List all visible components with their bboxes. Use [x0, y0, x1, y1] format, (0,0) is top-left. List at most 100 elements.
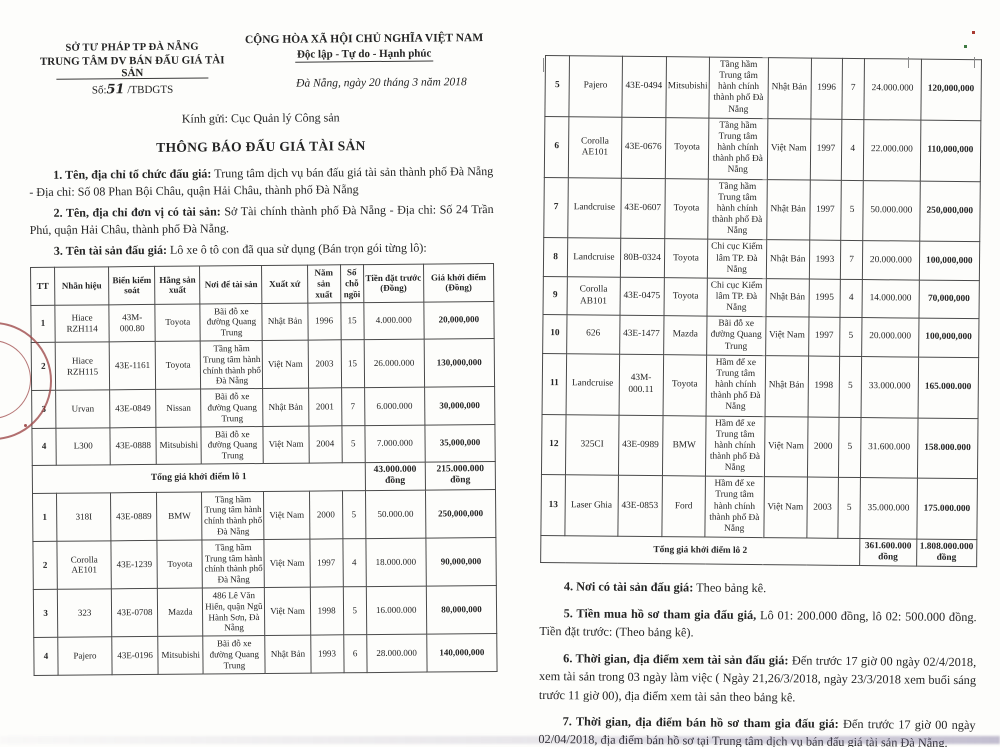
lot2-total-row: Tổng giá khởi điểm lô 2 361.600.000 đồng…	[540, 535, 977, 568]
scan-speck-green	[964, 45, 967, 48]
table-cell: 5	[837, 477, 861, 539]
document-number: Số:51 /TBDGTS	[28, 81, 236, 98]
table-cell: 7	[543, 177, 569, 239]
table-cell: 1996	[810, 58, 843, 120]
table-cell: 2003	[806, 477, 839, 539]
addressee-line: Kính gửi: Cục Quản lý Công sản	[181, 110, 340, 126]
table-cell: 5	[341, 425, 365, 463]
column-header-price: Giá khởi điểm (Đồng)	[423, 263, 494, 302]
table-cell: 43E-0989	[617, 414, 663, 476]
table-row: 5 Pajero 43E-0494 Mitsubishi Tầng hầm Trung …	[544, 55, 982, 121]
table-cell: Nhật Bản	[764, 355, 809, 417]
table-cell: 28.000.000	[366, 634, 427, 673]
table-cell: 33.000.000	[861, 356, 919, 418]
table-cell: 18.000.000	[365, 537, 427, 587]
table-cell: 43E-0849	[109, 389, 157, 428]
table-cell: 1996	[307, 302, 341, 341]
column-header-plate: Biển kiểm soát	[108, 266, 156, 305]
table-cell: 158.000.000	[916, 417, 979, 479]
column-header-location: Nơi để tài sản	[199, 265, 263, 304]
table-cell: Bãi đỗ xe đường Quang Trung	[200, 303, 263, 341]
lot1-rows: 1 Hiace RZH114 43M-000.80 Toyota Bãi đỗ xe đ…	[30, 301, 496, 466]
lot1-total-label: Tổng giá khởi điểm lô 1	[32, 462, 366, 494]
table-cell: Toyota	[157, 539, 203, 589]
paragraph-6-label: 6. Thời gian, địa điểm xem tài sản đấu g…	[563, 650, 789, 668]
document-header: SỞ TƯ PHÁP TP ĐÀ NẴNG TRUNG TÂM DV BÁN Đ…	[28, 32, 493, 98]
scan-line-stub	[974, 57, 975, 68]
table-cell: 4.000.000	[363, 301, 424, 340]
table-cell: 165.000.000	[917, 356, 979, 419]
table-cell: Nhật Bản	[766, 179, 811, 241]
table-cell: 3	[33, 589, 58, 638]
table-cell: Nhật Bản	[765, 278, 810, 318]
table-cell: 43E-1161	[109, 341, 156, 390]
table-cell: Landcruise	[567, 238, 621, 278]
table-cell: 50.000.00	[365, 489, 426, 539]
table-cell: Hiace RZH115	[55, 341, 110, 391]
table-cell: Việt Nam	[262, 340, 309, 389]
table-cell: Corolla AE101	[56, 540, 112, 590]
lot1-total-deposit: 43.000.000 đồng	[364, 461, 426, 491]
table-cell: Mazda	[157, 588, 204, 637]
table-cell: 50.000.000	[862, 180, 920, 242]
table-cell: 20.000.000	[861, 317, 919, 357]
table-cell: Mitsubishi	[665, 56, 710, 118]
paragraph-3-text: Lô xe ô tô con đã qua sử dụng (Bán trọn …	[169, 240, 427, 257]
table-cell: 7.000.000	[364, 424, 426, 463]
table-cell: Tầng hầm Trung tâm hành chính thành phố …	[201, 491, 265, 540]
stamp-inner-ring	[0, 340, 31, 419]
table-cell: Tầng hầm Trung tâm hành chính thành phố …	[200, 340, 264, 390]
national-title: CỘNG HÒA XÃ HỘI CHỦ NGHĨA VIỆT NAM	[244, 32, 484, 47]
table-cell: 20,000,000	[423, 301, 495, 340]
column-header-year: Năm sản xuất	[307, 264, 341, 303]
table-cell: 486 Lê Văn Hiến, quận Ngũ Hành Sơn, Đà N…	[202, 587, 266, 637]
table-cell: Mitsubishi	[158, 636, 204, 675]
column-header-maker: Hãng sản xuất	[154, 266, 201, 304]
page-right: 5 Pajero 43E-0494 Mitsubishi Tầng hầm Trung …	[538, 55, 982, 747]
table-cell: 35,000,000	[424, 423, 496, 462]
paragraph-5-label: 5. Tiền mua hồ sơ tham gia đấu giá,	[563, 606, 757, 622]
table-cell: Tầng hầm Trung tâm hành chính thành phố …	[709, 57, 768, 119]
scan-speck-red	[972, 31, 975, 34]
table-row: 8 Landcruise 80B-0324 Toyota Chi cục Kiểm lâ…	[543, 237, 980, 281]
table-cell: 140,000,000	[426, 633, 498, 672]
table-cell: Urvan	[55, 389, 111, 428]
paragraph-3: 3. Tên tài sản đấu giá: Lô xe ô tô con đ…	[30, 239, 494, 260]
table-cell: 80B-0324	[619, 238, 665, 278]
table-cell: Toyota	[663, 277, 708, 317]
table-row: 1 318I 43E-0889 BMW Tầng hầm Trung tâm hành …	[32, 489, 496, 542]
paragraph-3-label: 3. Tên tài sản đấu giá:	[53, 242, 168, 258]
table-cell: 43E-0853	[617, 475, 663, 537]
table-cell: 8	[543, 237, 568, 277]
table-cell: 1997	[309, 538, 343, 588]
table-cell: Pajero	[569, 55, 623, 118]
table-cell: Mazda	[663, 315, 708, 355]
table-cell: BMW	[662, 415, 707, 477]
table-cell: Hiace RZH114	[54, 304, 110, 343]
table-cell: Laser Ghia	[565, 475, 618, 537]
column-header-seats: Số chỗ ngồi	[340, 264, 364, 303]
table-cell: Bãi đỗ xe đường Quang Trung	[203, 635, 266, 674]
vehicle-table-page1: TT Nhãn hiệu Biển kiểm soát Hãng sản xuấ…	[30, 263, 498, 676]
table-cell: 7	[841, 58, 865, 120]
paragraph-4: 4. Nơi có tài sản đấu giá: Theo bảng kê.	[540, 577, 977, 600]
table-cell: 43M-000.11	[618, 353, 664, 416]
table-row: 1 Hiace RZH114 43M-000.80 Toyota Bãi đỗ xe đ…	[30, 301, 495, 343]
table-cell: Hầm để xe Trung tâm hành chính thành phố…	[706, 354, 766, 417]
table-cell: 325CI	[565, 414, 619, 476]
table-cell: 1998	[309, 586, 344, 636]
lot2-total-label: Tổng giá khởi điểm lô 2	[540, 535, 861, 566]
table-cell: 31.600.000	[860, 417, 918, 479]
table-cell: 30,000,000	[424, 386, 495, 425]
paragraph-4-label: 4. Nơi có tài sản đấu giá:	[563, 579, 694, 595]
table-cell: 1993	[809, 240, 841, 280]
table-cell: 4	[31, 427, 57, 466]
column-header-tt: TT	[30, 267, 55, 306]
table-cell: 2000	[309, 490, 343, 539]
paragraph-6: 6. Thời gian, địa điểm xem tài sản đấu g…	[539, 649, 977, 709]
table-cell: Bãi đỗ xe đường Quang Trung	[200, 388, 264, 427]
table-cell: 5	[838, 416, 862, 478]
closing-paragraphs: 4. Nơi có tài sản đấu giá: Theo bảng kê.…	[538, 577, 977, 747]
stamp-dot	[24, 424, 27, 427]
lot2-total-section: Tổng giá khởi điểm lô 2 361.600.000 đồng…	[540, 535, 977, 568]
